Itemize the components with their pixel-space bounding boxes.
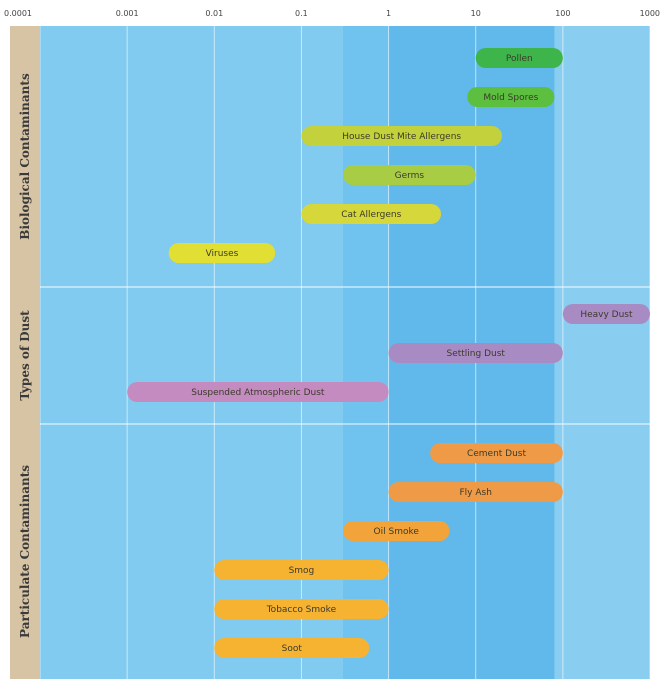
range-bar-label: Oil Smoke bbox=[374, 527, 420, 537]
group-label-band bbox=[10, 26, 40, 679]
range-bar-label: Mold Spores bbox=[483, 93, 538, 103]
range-bar bbox=[168, 243, 276, 263]
x-tick-label: 100 bbox=[555, 9, 570, 18]
x-tick-label: 0.001 bbox=[116, 9, 139, 18]
range-bar-label: Soot bbox=[282, 644, 303, 654]
range-bar-label: Cat Allergens bbox=[341, 210, 401, 220]
range-bar-label: Suspended Atmospheric Dust bbox=[191, 388, 325, 398]
plot-light-region bbox=[40, 26, 344, 679]
range-bar-label: Tobacco Smoke bbox=[266, 605, 337, 615]
range-bar-label: Settling Dust bbox=[446, 349, 505, 359]
range-bar bbox=[475, 48, 563, 68]
range-bar bbox=[301, 204, 442, 224]
range-bar bbox=[388, 343, 563, 363]
range-bar-label: Smog bbox=[289, 566, 315, 576]
range-bar-label: Germs bbox=[395, 171, 425, 181]
x-tick-label: 0.0001 bbox=[4, 9, 32, 18]
group-label: Types of Dust bbox=[18, 310, 32, 401]
range-bar-label: Fly Ash bbox=[460, 488, 492, 498]
x-tick-label: 1 bbox=[386, 9, 391, 18]
range-bar bbox=[343, 521, 450, 541]
range-bar bbox=[214, 560, 389, 580]
range-bar-label: Heavy Dust bbox=[580, 310, 633, 320]
range-bar bbox=[214, 599, 389, 619]
group-label: Biological Contaminants bbox=[18, 73, 32, 240]
range-bar bbox=[467, 87, 555, 107]
range-bar bbox=[388, 482, 563, 502]
group-label: Particulate Contaminants bbox=[18, 465, 32, 638]
x-tick-label: 10 bbox=[471, 9, 481, 18]
x-tick-label: 0.01 bbox=[205, 9, 223, 18]
range-bar-label: Pollen bbox=[506, 54, 533, 64]
range-bar bbox=[127, 382, 389, 402]
range-bar bbox=[301, 126, 502, 146]
range-bar bbox=[430, 443, 563, 463]
range-bar-label: House Dust Mite Allergens bbox=[342, 132, 461, 142]
range-bar bbox=[343, 165, 476, 185]
range-bar bbox=[562, 304, 650, 324]
range-bar-label: Cement Dust bbox=[467, 449, 527, 459]
range-bar-label: Viruses bbox=[206, 249, 239, 259]
x-tick-label: 0.1 bbox=[295, 9, 308, 18]
range-bar bbox=[214, 638, 370, 658]
plot-right-region bbox=[554, 26, 650, 679]
x-tick-label: 1000 bbox=[640, 9, 660, 18]
